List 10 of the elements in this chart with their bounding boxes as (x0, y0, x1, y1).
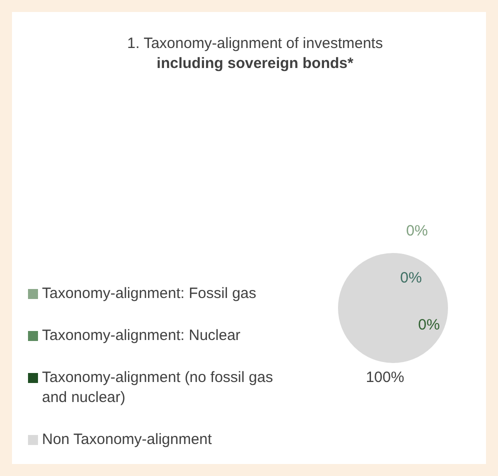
text: 0% (418, 316, 440, 334)
legend-label: Taxonomy-alignment (no fossil gas and nuclear) (42, 368, 274, 408)
chart-subtitle: including sovereign bonds* (156, 54, 354, 74)
data-label: 100% (366, 369, 404, 386)
legend-label: Non Taxonomy-alignment (42, 430, 212, 450)
chart-title: 1. Taxonomy-alignment of investments (126, 34, 384, 54)
text: 0% (400, 270, 422, 287)
text: 0% (406, 222, 428, 240)
legend-label: Taxonomy-alignment: Fossil gas (42, 284, 256, 304)
legend-label: Taxonomy-alignment: Nuclear (42, 326, 240, 346)
